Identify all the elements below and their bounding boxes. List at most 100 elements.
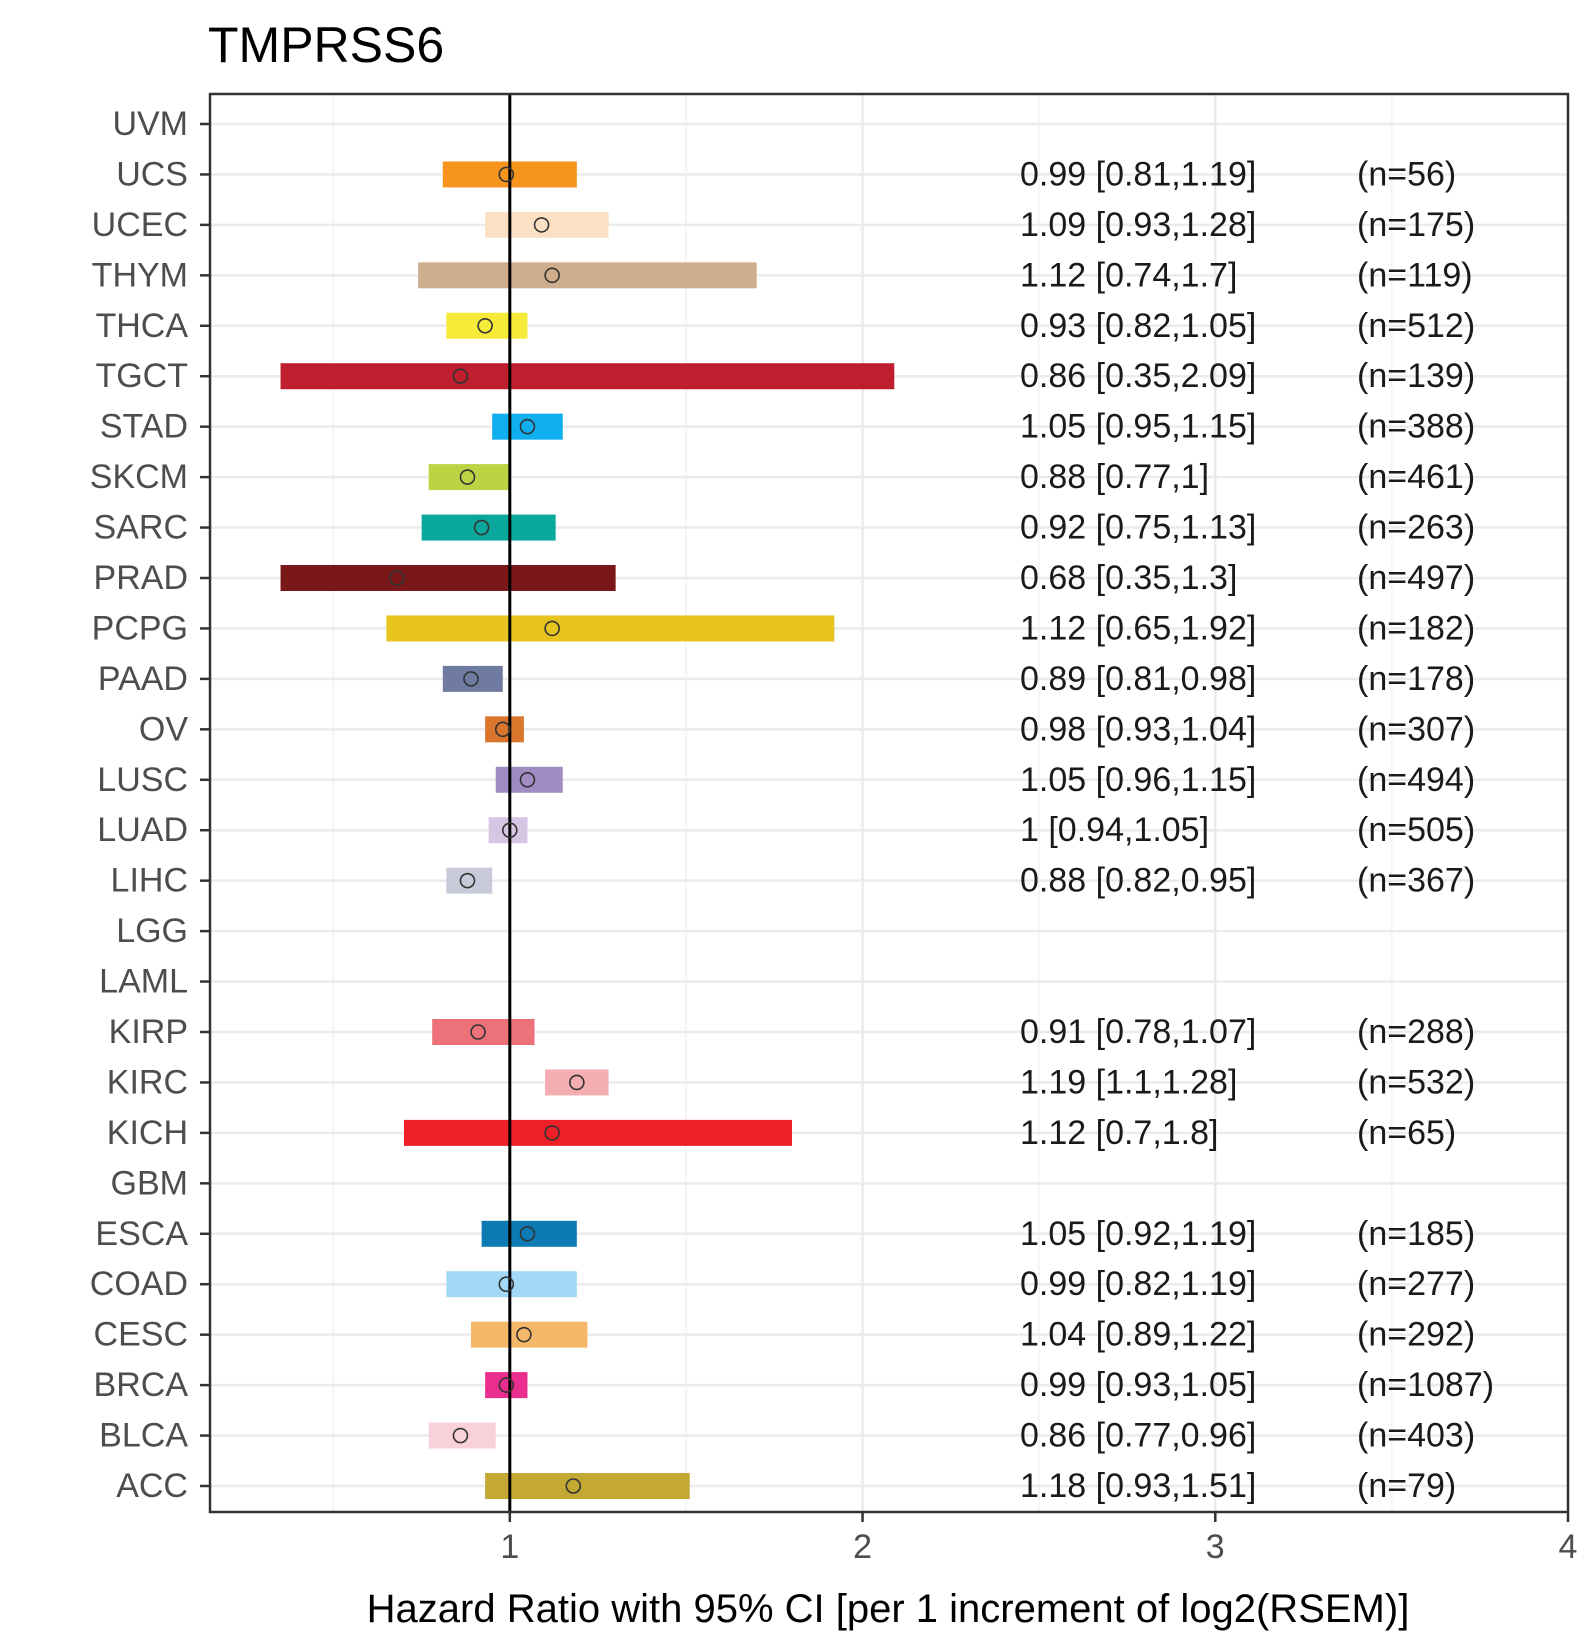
hr-ci-label: 0.99 [0.82,1.19]: [1020, 1265, 1256, 1303]
hr-point-ov: [494, 721, 511, 738]
hr-point-blca: [452, 1427, 469, 1444]
ci-bar-stad: [492, 413, 563, 440]
hr-ci-label: 1.04 [0.89,1.22]: [1020, 1316, 1256, 1354]
y-tick-label: LGG: [116, 912, 188, 950]
hr-point-kirp: [470, 1024, 486, 1040]
y-tick-label: STAD: [100, 408, 188, 446]
ci-bar-tgct: [280, 363, 895, 390]
ci-bar-pcpg: [386, 615, 835, 642]
hr-ci-label: 0.86 [0.77,0.96]: [1020, 1417, 1256, 1455]
y-tick-label: KIRC: [107, 1063, 188, 1101]
panel-border: [208, 92, 1570, 1514]
ci-bar-lusc: [495, 766, 563, 793]
y-tick-label: BLCA: [99, 1417, 188, 1455]
ci-bar-thca: [446, 312, 528, 339]
sample-size-label: (n=175): [1357, 206, 1475, 244]
hr-point-luad: [502, 822, 518, 839]
y-tick-label: UCEC: [92, 206, 188, 244]
sample-size-label: (n=388): [1357, 408, 1475, 446]
y-tick-label: LAML: [99, 963, 188, 1001]
x-axis: 1 2 3 4: [500, 1512, 1577, 1566]
hr-points: [389, 166, 585, 1494]
hr-point-lusc: [519, 771, 536, 788]
hr-ci-label: 0.99 [0.81,1.19]: [1020, 155, 1256, 193]
sample-size-label: (n=65): [1357, 1114, 1456, 1152]
hr-point-tgct: [452, 368, 469, 385]
y-tick-label: PAAD: [98, 660, 188, 698]
y-tick-label: KICH: [107, 1114, 188, 1152]
sample-size-label: (n=139): [1357, 357, 1475, 395]
hr-ci-label: 0.98 [0.93,1.04]: [1020, 710, 1256, 748]
hr-ci-label: 0.93 [0.82,1.05]: [1020, 307, 1256, 345]
sample-size-label: (n=403): [1357, 1417, 1475, 1455]
ci-bar-brca: [485, 1372, 528, 1399]
sample-size-label: (n=263): [1357, 509, 1475, 547]
y-tick-label: COAD: [90, 1265, 188, 1303]
ci-bar-lihc: [446, 867, 493, 894]
ci-bar-blca: [428, 1422, 496, 1449]
sample-size-label: (n=505): [1357, 811, 1475, 849]
y-tick-label: PCPG: [92, 609, 188, 647]
ci-bar-kirc: [545, 1069, 609, 1096]
hr-ci-label: 0.68 [0.35,1.3]: [1020, 559, 1237, 597]
hr-point-kirc: [569, 1074, 585, 1091]
y-axis: UVM UCS UCEC THYM THCA TGCT STAD SKCM SARC PRAD PC…: [90, 105, 210, 1505]
ci-bar-kich: [404, 1119, 792, 1146]
hr-point-sarc: [473, 519, 490, 536]
x-tick-label: 3: [1206, 1528, 1225, 1566]
y-tick-label: ESCA: [95, 1215, 188, 1253]
y-tick-label: GBM: [111, 1164, 188, 1202]
hr-point-acc: [565, 1478, 582, 1494]
hr-point-thca: [477, 317, 493, 334]
chart-title: TMPRSS6: [208, 17, 444, 73]
sample-size-label: (n=185): [1357, 1215, 1475, 1253]
ci-bar-thym: [418, 262, 757, 289]
ci-bar-ucec: [485, 211, 609, 238]
sample-size-label: (n=277): [1357, 1265, 1475, 1303]
hr-point-brca: [498, 1377, 515, 1393]
y-tick-label: UCS: [116, 155, 188, 193]
ci-bar-paad: [442, 665, 503, 692]
hr-ci-label: 0.89 [0.81,0.98]: [1020, 660, 1256, 698]
y-tick-label: CESC: [94, 1316, 188, 1354]
hr-ci-label: 1 [0.94,1.05]: [1020, 811, 1209, 849]
hr-ci-label: 0.88 [0.82,0.95]: [1020, 862, 1256, 900]
hr-ci-label: 0.92 [0.75,1.13]: [1020, 509, 1256, 547]
y-tick-label: THYM: [92, 256, 188, 294]
hr-ci-label: 1.09 [0.93,1.28]: [1020, 206, 1256, 244]
hr-ci-label: 0.99 [0.93,1.05]: [1020, 1366, 1256, 1404]
y-tick-label: BRCA: [94, 1366, 189, 1404]
hr-point-skcm: [459, 469, 476, 485]
y-tick-label: PRAD: [94, 559, 188, 597]
hr-ci-label: 0.88 [0.77,1]: [1020, 458, 1209, 496]
y-tick-label: LIHC: [111, 862, 188, 900]
x-tick-label: 4: [1559, 1528, 1578, 1566]
sample-size-label: (n=119): [1357, 256, 1473, 294]
sample-size-label: (n=288): [1357, 1013, 1475, 1051]
sample-size-label: (n=178): [1357, 660, 1475, 698]
y-tick-label: SKCM: [90, 458, 188, 496]
hr-point-prad: [389, 570, 405, 586]
hr-point-ucec: [533, 217, 550, 233]
hr-ci-label: 0.91 [0.78,1.07]: [1020, 1013, 1256, 1051]
hr-ci-label: 1.12 [0.74,1.7]: [1020, 256, 1237, 294]
hr-point-lihc: [459, 872, 476, 889]
sample-size-label: (n=494): [1357, 761, 1475, 799]
sample-size-label: (n=1087): [1357, 1366, 1494, 1404]
y-tick-label: LUAD: [97, 811, 188, 849]
hr-point-kich: [544, 1125, 560, 1141]
hr-ci-label: 1.05 [0.95,1.15]: [1020, 408, 1256, 446]
sample-size-label: (n=367): [1357, 862, 1475, 900]
ci-bar-luad: [488, 817, 528, 844]
hr-ci-label: 1.12 [0.7,1.8]: [1020, 1114, 1219, 1152]
y-tick-label: OV: [139, 710, 188, 748]
ci-bar-cesc: [471, 1321, 588, 1348]
ci-bar-ov: [485, 716, 524, 743]
sample-size-label: (n=461): [1357, 458, 1475, 496]
x-axis-title: Hazard Ratio with 95% CI [per 1 incremen…: [367, 1587, 1410, 1631]
hr-point-esca: [519, 1225, 536, 1242]
ci-bar-esca: [481, 1220, 577, 1247]
hr-ci-label: 1.05 [0.96,1.15]: [1020, 761, 1256, 799]
hr-point-paad: [463, 671, 479, 687]
